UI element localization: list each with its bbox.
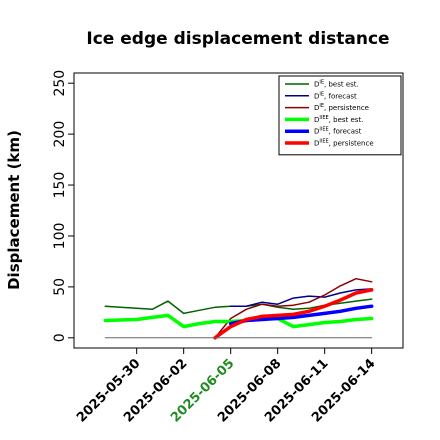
y-tick-label: 0	[52, 333, 68, 342]
y-tick-label: 150	[52, 172, 68, 199]
y-tick-label: 200	[52, 121, 68, 148]
legend-label: DIE, forecast	[314, 91, 357, 100]
legend: DIE, best est. DIE, forecast DIE, persiste…	[278, 75, 402, 156]
chart-title: Ice edge displacement distance	[86, 29, 389, 49]
x-axis: 2025-05-302025-06-022025-06-052025-06-08…	[74, 348, 378, 426]
legend-label: DIIEE, forecast	[314, 127, 362, 136]
series-line	[213, 288, 374, 340]
y-tick-label: 100	[52, 223, 68, 250]
legend-label: DIIEE, best est.	[314, 115, 363, 124]
legend-label: DIIEE, persistence	[314, 139, 374, 148]
legend-label: DIE, best est.	[314, 80, 359, 89]
y-tick-label: 50	[52, 278, 68, 296]
series-line	[228, 304, 374, 326]
legend-label: DIE, persistence	[314, 103, 369, 112]
series-line	[214, 277, 373, 339]
y-axis: 0 50 100 150 200 250	[52, 70, 74, 342]
series-line	[229, 288, 373, 307]
series-lines	[103, 277, 374, 340]
y-tick-label: 250	[52, 70, 68, 97]
y-axis-label: Displacement (km)	[5, 130, 23, 290]
plot-frame	[73, 72, 404, 349]
